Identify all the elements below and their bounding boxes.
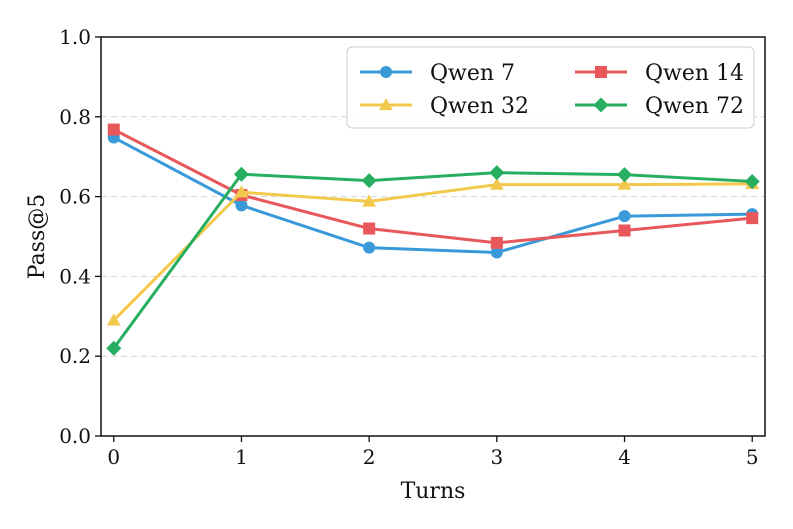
series-qwen-14 [107, 123, 759, 249]
x-tick-label: 3 [490, 445, 503, 469]
series-line [113, 136, 753, 254]
y-tick-label: 0.6 [59, 185, 91, 209]
data-point [489, 165, 505, 181]
y-tick-label: 0.0 [59, 424, 91, 448]
legend-label: Qwen 72 [645, 94, 744, 119]
data-point [595, 66, 607, 78]
series-line [112, 171, 753, 350]
data-point [361, 173, 377, 189]
data-point [490, 236, 503, 249]
legend: Qwen 7 Qwen 14 Qwen 32 Qwen 72 [346, 46, 755, 129]
data-point [107, 123, 120, 136]
legend-entry: Qwen 32 [360, 94, 529, 119]
data-point [106, 313, 121, 326]
plot-frame [100, 36, 766, 437]
data-point [617, 177, 632, 190]
x-tick-label: 1 [235, 445, 248, 469]
x-tick-label: 2 [363, 445, 376, 469]
legend-label: Qwen 14 [645, 61, 744, 86]
data-point [489, 177, 504, 190]
x-tick-label: 4 [618, 445, 631, 469]
data-point [746, 212, 759, 225]
data-point [618, 210, 631, 223]
data-point [380, 66, 392, 78]
x-axis-label: Turns [401, 479, 466, 504]
data-point [379, 98, 393, 111]
legend-label: Qwen 32 [430, 94, 529, 119]
series-qwen-72 [106, 165, 760, 356]
y-tick-label: 1.0 [59, 25, 91, 49]
y-axis-label: Pass@5 [25, 194, 50, 280]
data-point [363, 241, 376, 254]
y-tick-label: 0.2 [59, 344, 91, 368]
data-point [617, 167, 633, 183]
legend-frame [346, 46, 755, 129]
data-point [593, 97, 609, 113]
x-tick-label: 0 [107, 445, 120, 469]
legend-label: Qwen 7 [430, 61, 515, 86]
series-qwen-32 [106, 176, 760, 326]
data-point [235, 199, 248, 212]
data-point [106, 340, 122, 356]
data-point [744, 173, 760, 189]
data-point [490, 246, 503, 259]
y-tick-label: 0.8 [59, 105, 91, 129]
legend-entry: Qwen 14 [575, 61, 744, 86]
x-tick-label: 5 [746, 445, 759, 469]
series-layer [106, 123, 760, 356]
data-point [233, 166, 249, 182]
legend-entry: Qwen 72 [575, 94, 744, 119]
series-line [112, 182, 753, 322]
data-point [234, 185, 249, 198]
axis-ticks: 0.0 0.2 0.4 0.6 0.8 1.0 0 1 2 3 4 5 [59, 25, 758, 469]
series-line [113, 128, 753, 245]
series-qwen-7 [107, 131, 759, 259]
data-point [362, 194, 377, 207]
data-point [363, 222, 376, 235]
data-point [618, 224, 631, 237]
y-tick-label: 0.4 [59, 264, 91, 288]
legend-entry: Qwen 7 [360, 61, 515, 86]
